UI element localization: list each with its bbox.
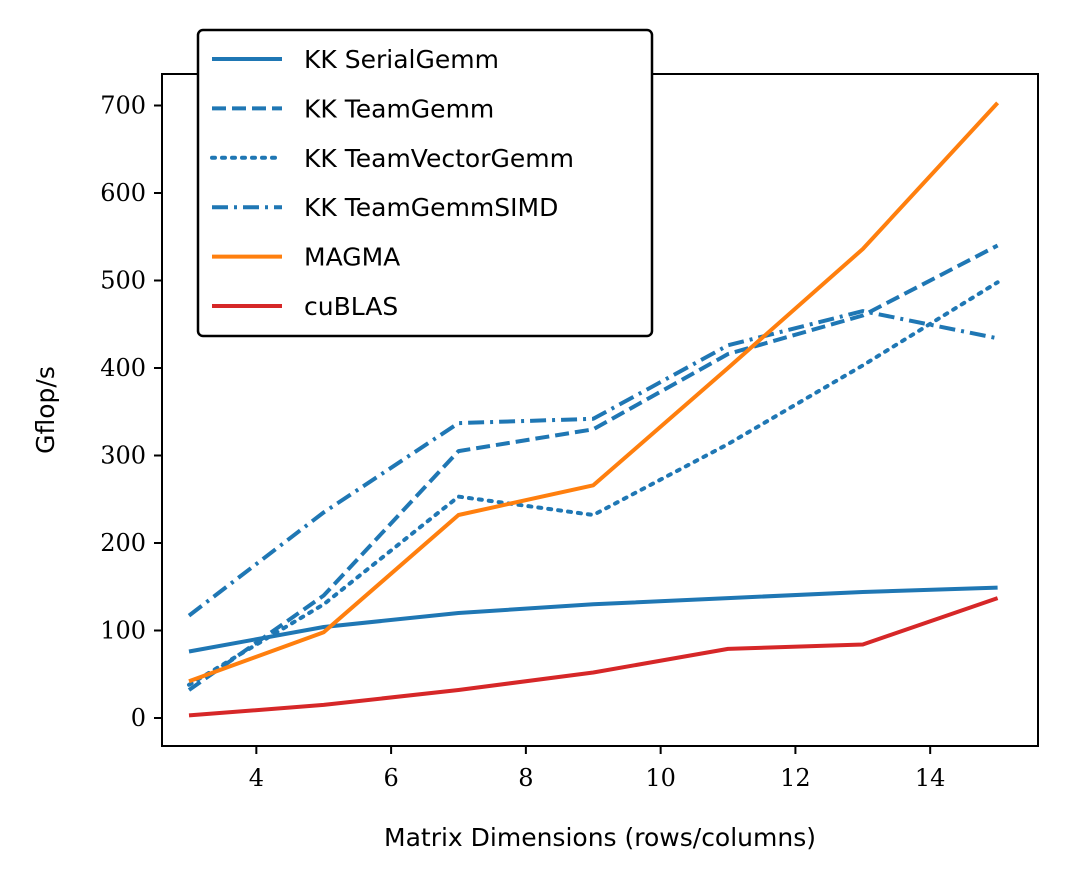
x-tick-label: 12 (780, 764, 811, 792)
x-tick-label: 14 (915, 764, 946, 792)
series-line-kk-teamgemmsimd (187, 309, 998, 618)
x-tick-label: 10 (645, 764, 676, 792)
y-tick-label: 600 (100, 179, 146, 207)
legend-item-cublas: cuBLAS (212, 292, 398, 321)
series-line-magma (188, 101, 1000, 684)
series-line-kk-teamgemm (187, 243, 999, 692)
y-tick-label: 0 (131, 704, 146, 732)
y-tick-label: 300 (100, 442, 146, 470)
legend-label: KK TeamGemmSIMD (304, 193, 558, 222)
legend-item-kk-teamgemm: KK TeamGemm (212, 94, 494, 123)
legend-item-magma: MAGMA (212, 243, 400, 272)
legend-item-kk-teamgemmsimd: KK TeamGemmSIMD (212, 193, 558, 222)
x-tick-label: 4 (249, 764, 264, 792)
legend-label: KK SerialGemm (304, 45, 499, 74)
series-line-cublas (188, 596, 999, 718)
x-axis: 4 6 8 10 12 14 (249, 746, 946, 792)
x-axis-title: Matrix Dimensions (rows/columns) (384, 823, 816, 852)
legend-label: MAGMA (304, 243, 400, 272)
y-axis: 0 100 200 300 400 500 600 700 (100, 92, 162, 732)
legend-label: cuBLAS (304, 292, 398, 321)
legend-label: KK TeamGemm (304, 94, 494, 123)
y-tick-label: 500 (100, 267, 146, 295)
series-line-kk-serialgemm (188, 585, 998, 654)
legend-box (196, 28, 654, 338)
legend: KK SerialGemm KK TeamGemm KK TeamVectorGem… (196, 28, 654, 338)
y-tick-label: 400 (100, 354, 146, 382)
y-tick-label: 200 (100, 529, 146, 557)
y-axis-title: Gflop/s (31, 366, 60, 454)
y-tick-label: 700 (100, 92, 146, 120)
legend-item-kk-teamvectorgemm: KK TeamVectorGemm (210, 144, 574, 173)
series-line-kk-teamvectorgemm (187, 280, 1000, 687)
legend-item-kk-serialgemm: KK SerialGemm (212, 45, 499, 74)
x-tick-label: 8 (518, 764, 533, 792)
x-tick-label: 6 (383, 764, 398, 792)
legend-label: KK TeamVectorGemm (304, 144, 574, 173)
plot-lines (187, 101, 1000, 718)
y-tick-label: 100 (100, 617, 146, 645)
